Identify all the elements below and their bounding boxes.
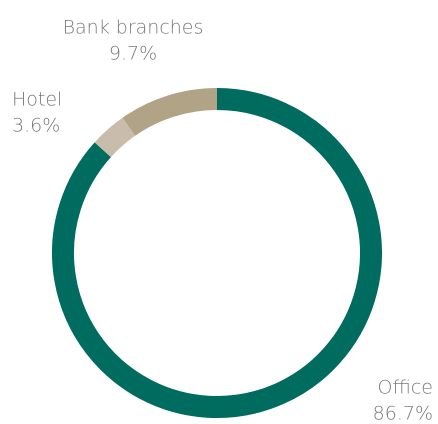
category-label: Hotel bbox=[12, 89, 62, 111]
donut-segment bbox=[94, 117, 136, 158]
category-label: Bank branches bbox=[63, 17, 204, 39]
value-label: 3.6% bbox=[12, 115, 60, 137]
value-label: 86.7% bbox=[373, 403, 433, 424]
category-label: Office bbox=[378, 377, 433, 399]
donut-segment bbox=[122, 88, 218, 136]
value-label: 9.7% bbox=[109, 43, 157, 65]
donut-segment bbox=[52, 88, 382, 418]
